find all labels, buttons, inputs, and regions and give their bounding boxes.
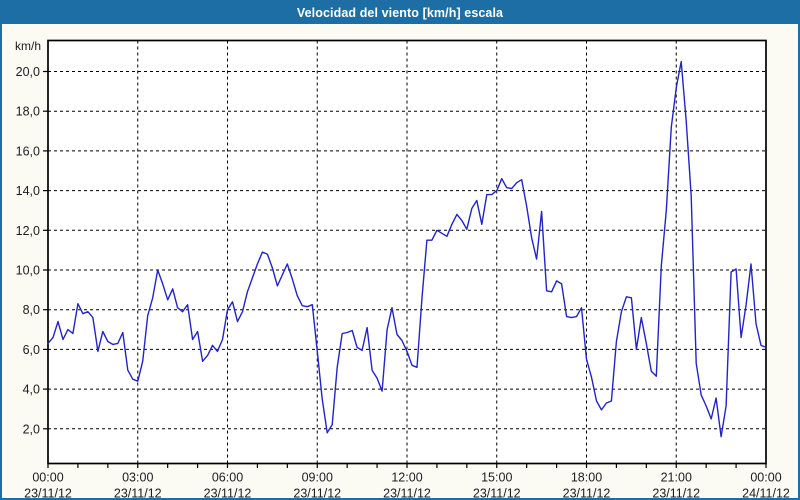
y-axis-label: 6,0 — [23, 343, 40, 357]
y-axis-label: 4,0 — [23, 383, 40, 397]
y-axis-label: 18,0 — [16, 105, 40, 119]
x-axis-date-label: 23/11/12 — [293, 487, 341, 500]
wind-speed-line — [47, 60, 767, 438]
window-title: Velocidad del viento [km/h] escala — [296, 6, 504, 20]
x-axis-date-label: 23/11/12 — [473, 487, 521, 500]
x-axis-time-label: 18:00 — [571, 471, 602, 485]
y-axis-label: 16,0 — [16, 144, 40, 158]
y-axis-label: 2,0 — [23, 422, 40, 436]
y-axis-label: 14,0 — [16, 184, 40, 198]
x-axis-date-label: 23/11/12 — [24, 487, 72, 500]
x-axis-date-label: 23/11/12 — [204, 487, 252, 500]
y-axis-unit-label: km/h — [14, 39, 41, 53]
x-axis-date-label: 23/11/12 — [114, 487, 162, 500]
x-axis-time-label: 03:00 — [122, 471, 153, 485]
x-axis-time-label: 00:00 — [32, 471, 63, 485]
y-axis-label: 12,0 — [16, 224, 40, 238]
x-axis-date-label: 23/11/12 — [652, 487, 700, 500]
y-axis-label: 8,0 — [23, 303, 40, 317]
x-axis-time-label: 21:00 — [661, 471, 692, 485]
window-titlebar: Velocidad del viento [km/h] escala — [2, 2, 798, 24]
y-axis-label: 10,0 — [16, 264, 40, 278]
x-axis-time-label: 09:00 — [302, 471, 333, 485]
x-axis-date-label: 23/11/12 — [383, 487, 431, 500]
y-axis-label: 20,0 — [16, 65, 40, 79]
x-axis-time-label: 15:00 — [481, 471, 512, 485]
x-axis-date-label: 23/11/12 — [563, 487, 611, 500]
x-axis-time-label: 06:00 — [212, 471, 243, 485]
x-axis-time-label: 00:00 — [750, 471, 781, 485]
x-axis-time-label: 12:00 — [391, 471, 422, 485]
x-axis-date-label: 24/11/12 — [742, 487, 790, 500]
plot-border — [47, 39, 767, 465]
